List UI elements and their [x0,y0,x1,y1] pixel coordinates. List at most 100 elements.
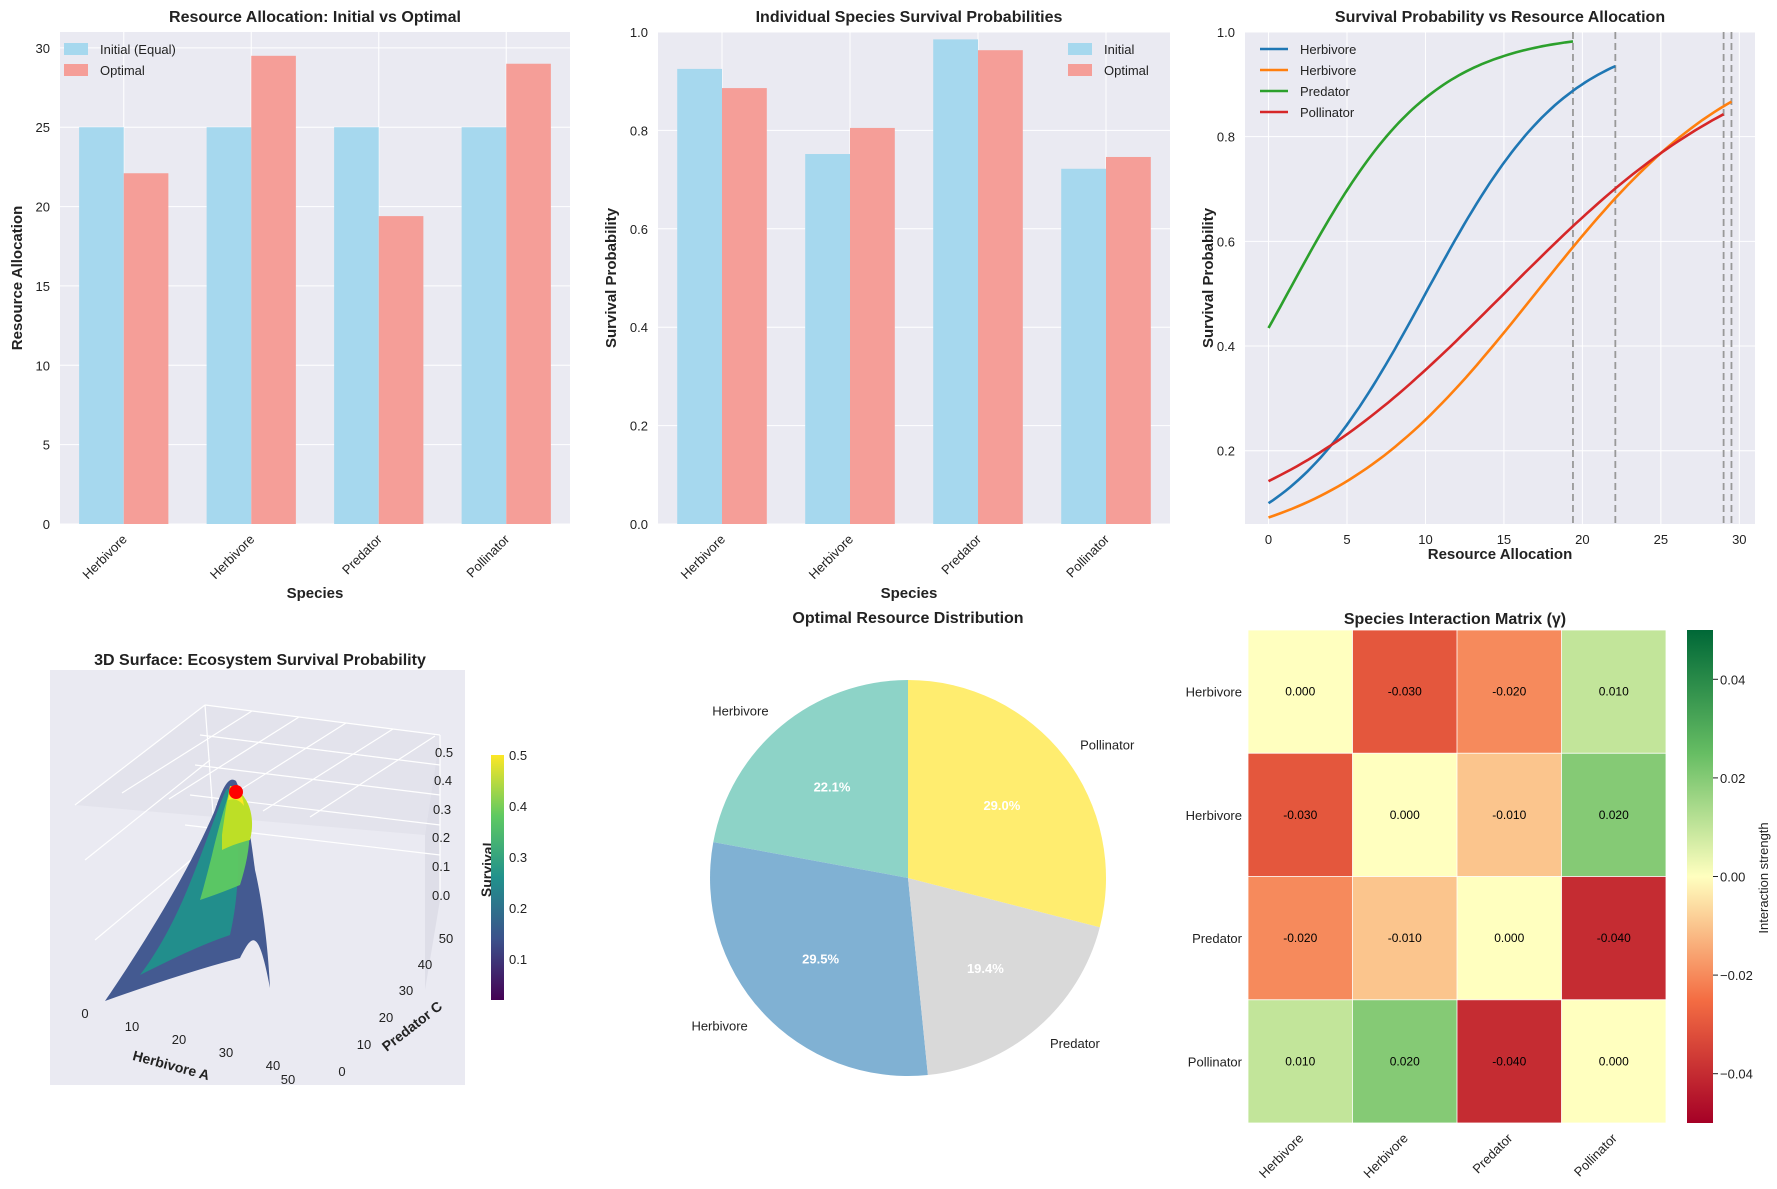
colorbar-tick: −0.02 [1720,968,1753,983]
y-tick-label: 5 [43,438,50,453]
pie-slice [710,842,928,1077]
x-tick-label: Herbivore [79,532,129,582]
row-label: Herbivore [1186,808,1242,823]
allocation-xlabel: Species [287,585,344,602]
allocation-title: Resource Allocation: Initial vs Optimal [169,9,461,26]
matrix-cell-value: -0.030 [1388,685,1422,699]
bar-initial [206,127,252,525]
y-tick-label: 20 [36,200,50,215]
interaction-matrix: 0.000 -0.030 -0.020 0.010 -0.030 0.000 -0.010 0… [1186,611,1771,1181]
allocation-legend: Initial (Equal) Optimal [64,42,176,78]
x-tick-label: Herbivore [678,532,728,582]
legend-label-optimal: Optimal [1104,63,1149,78]
colorbar-tick: 0.4 [509,799,527,814]
matrix-cell-value: -0.020 [1492,685,1526,699]
survival-chart: 0.0 0.2 0.4 0.6 0.8 1.0 Herbivore Herbivore Pred… [603,9,1170,602]
surface-mid [140,789,238,975]
y-axis-tick: 10 [357,1037,371,1052]
legend-swatch-optimal [1068,64,1092,76]
back-pane [75,705,440,835]
y-tick-label: 0.4 [1217,339,1235,354]
matrix-cell-value: 0.000 [1599,1054,1629,1068]
y-axis-tick: 20 [379,1010,393,1025]
matrix-cell-value: -0.030 [1283,808,1317,822]
allocation-ylabel: Resource Allocation [9,206,26,350]
x-axis-tick: 50 [281,1072,295,1087]
survival-curve-4 [1267,113,1725,483]
colorbar-tick: 0.02 [1720,771,1745,786]
row-label: Pollinator [1188,1054,1243,1069]
y-tick-label: 0.6 [1217,234,1235,249]
y-tick-label: 1.0 [630,25,648,40]
bar-initial [79,127,124,525]
z-axis-tick: 0.1 [432,859,450,874]
pie-slice [908,680,1107,928]
row-label: Herbivore [1186,685,1242,700]
y-axis-tick: 40 [418,957,432,972]
x-axis-tick: 30 [219,1045,233,1060]
legend-label-initial-equal: Initial (Equal) [100,42,176,57]
x-tick-label: 10 [1418,532,1432,547]
survival-legend: Initial Optimal [1068,42,1149,78]
matrix-cell [1352,630,1457,754]
curves-title: Survival Probability vs Resource Allocat… [1335,9,1665,26]
colorbar-tick: 0.00 [1720,870,1745,885]
pie-category-label: Predator [1050,1036,1101,1051]
legend-swatch-initial [64,43,88,55]
y-tick-label: 10 [36,358,50,373]
bar-optimal [722,88,767,524]
x-axis-tick: 20 [172,1032,186,1047]
surface-colorbar [491,755,504,1000]
y-tick-label: 0.8 [1217,130,1235,145]
bar-initial [1061,168,1106,524]
z-axis-tick: 0.2 [432,830,450,845]
survival-ylabel: Survival Probability [603,207,620,348]
matrix-cell-value: -0.010 [1388,931,1422,945]
bar-optimal [978,50,1023,524]
y-tick-label: 0.8 [630,123,648,138]
y-axis-tick: 30 [399,983,413,998]
pie-percent-label: 29.0% [983,798,1020,813]
matrix-cell [1248,630,1353,754]
legend-swatch-initial [1068,43,1092,55]
survival-xlabel: Species [881,585,938,602]
matrix-cell [1248,876,1353,1000]
y-tick-label: 15 [36,279,50,294]
matrix-cell-value: 0.010 [1599,685,1629,699]
x-tick-label: 25 [1654,532,1668,547]
curves-plot-area [1245,32,1755,524]
x-axis-tick: 10 [125,1019,139,1034]
matrix-cell [1561,630,1666,754]
y-tick-label: 1.0 [1217,25,1235,40]
matrix-cell [1561,999,1666,1123]
x-tick-label: Pollinator [463,531,512,580]
side-pane [425,735,440,990]
column-label: Herbivore [1360,1131,1410,1181]
colorbar-tick: 0.5 [509,748,527,763]
column-label: Pollinator [1571,1130,1620,1179]
survival-title: Individual Species Survival Probabilitie… [756,9,1063,26]
allocation-chart: 0 5 10 15 20 25 30 Herbivore Herbivore Predator Po… [9,9,570,602]
matrix-cell [1352,876,1457,1000]
matrix-cell-value: -0.040 [1492,1054,1526,1068]
optimum-marker [229,785,243,799]
legend-label-4: Pollinator [1300,105,1355,120]
y-tick-label: 25 [36,120,50,135]
matrix-cell [1248,753,1353,877]
bar-initial [805,154,850,525]
matrix-cell [1561,753,1666,877]
matrix-cell [1457,630,1562,754]
matrix-cell-value: -0.010 [1492,808,1526,822]
matrix-cell [1457,876,1562,1000]
pie-percent-label: 29.5% [802,952,839,967]
legend-label-2: Herbivore [1300,63,1356,78]
y-tick-label: 0.6 [630,222,648,237]
y-tick-label: 30 [36,41,50,56]
legend-label-initial: Initial [1104,42,1134,57]
colorbar-tick: −0.04 [1720,1067,1753,1082]
matrix-cell-value: 0.020 [1390,1054,1420,1068]
matrix-cell-value: -0.040 [1597,931,1631,945]
legend-swatch-optimal [64,64,88,76]
column-label: Herbivore [1256,1131,1306,1181]
